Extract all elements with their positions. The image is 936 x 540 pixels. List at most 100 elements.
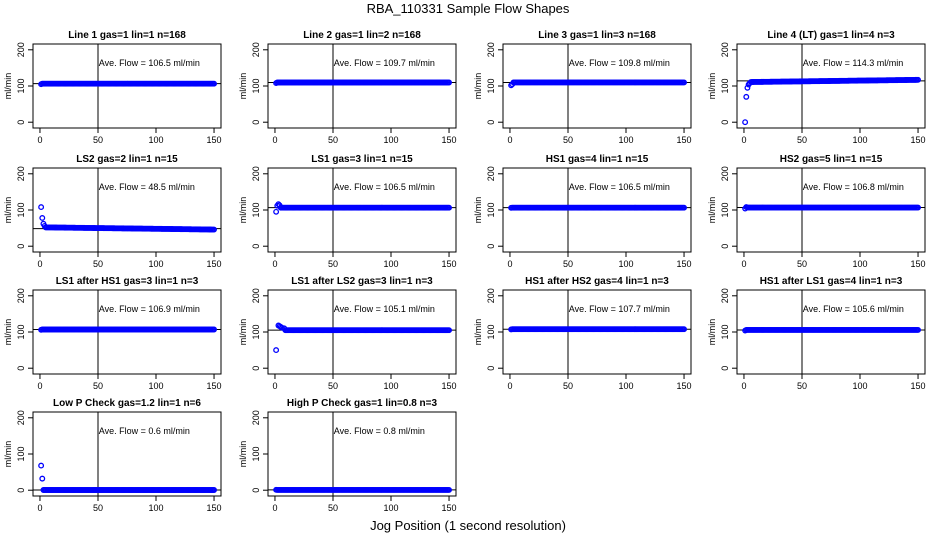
y-tick-label: 0 (16, 120, 26, 125)
panel-title: HS1 after LS1 gas=4 lin=1 n=3 (760, 276, 903, 287)
panel-11: HS1 after HS2 gas=4 lin=1 n=3 0 50 100 150 0 1… (473, 276, 692, 391)
y-axis-label: ml/min (473, 319, 483, 346)
x-tick-label: 100 (383, 259, 398, 269)
y-tick-label: 0 (16, 366, 26, 371)
average-flow-annotation: Ave. Flow = 109.7 ml/min (334, 58, 435, 68)
data-point (211, 226, 217, 233)
x-tick-label: 0 (37, 503, 42, 513)
y-tick-label: 100 (251, 446, 261, 461)
data-points (273, 201, 452, 215)
y-axis-label: ml/min (3, 441, 13, 468)
x-tick-label: 0 (741, 135, 746, 145)
data-point (211, 487, 217, 493)
y-tick-label: 100 (720, 202, 730, 217)
average-flow-annotation: Ave. Flow = 105.1 ml/min (334, 304, 435, 314)
x-tick-label: 0 (272, 259, 277, 269)
data-point (446, 486, 452, 493)
y-tick-label: 200 (486, 166, 496, 181)
average-flow-annotation: Ave. Flow = 105.6 ml/min (803, 304, 904, 314)
data-point (446, 204, 452, 211)
y-tick-label: 0 (251, 244, 261, 249)
panel-title: Low P Check gas=1.2 lin=1 n=6 (53, 398, 201, 409)
y-tick-label: 200 (251, 288, 261, 303)
x-tick-label: 150 (677, 259, 692, 269)
panel-title: LS1 after HS1 gas=3 lin=1 n=3 (56, 276, 199, 287)
data-points (273, 322, 452, 354)
data-points (742, 76, 921, 126)
data-points (38, 204, 217, 233)
data-point (273, 347, 280, 354)
y-tick-label: 0 (720, 120, 730, 125)
y-axis-label: ml/min (707, 73, 717, 100)
x-tick-label: 0 (37, 135, 42, 145)
x-tick-label: 150 (442, 381, 457, 391)
x-tick-label: 50 (93, 503, 103, 513)
x-tick-label: 150 (207, 259, 222, 269)
plot-frame (267, 411, 457, 497)
x-tick-label: 100 (852, 259, 867, 269)
average-flow-annotation: Ave. Flow = 106.5 ml/min (334, 182, 435, 192)
x-tick-label: 50 (563, 259, 573, 269)
x-tick-label: 0 (272, 135, 277, 145)
x-tick-label: 0 (37, 259, 42, 269)
y-tick-label: 100 (486, 324, 496, 339)
y-tick-label: 0 (251, 366, 261, 371)
average-flow-annotation: Ave. Flow = 106.9 ml/min (99, 304, 200, 314)
x-tick-label: 50 (93, 381, 103, 391)
data-points (273, 79, 452, 87)
x-tick-label: 50 (797, 259, 807, 269)
data-point (743, 93, 750, 100)
average-flow-annotation: Ave. Flow = 106.5 ml/min (99, 58, 200, 68)
x-tick-label: 100 (618, 135, 633, 145)
average-flow-annotation: Ave. Flow = 106.5 ml/min (569, 182, 670, 192)
x-tick-label: 100 (148, 503, 163, 513)
data-points (38, 462, 217, 493)
panel-title: High P Check gas=1 lin=0.8 n=3 (287, 398, 438, 409)
y-tick-label: 200 (16, 288, 26, 303)
panel-12: HS1 after LS1 gas=4 lin=1 n=3 0 50 100 150 0 1… (707, 276, 926, 391)
y-axis-label: ml/min (3, 319, 13, 346)
panel-3: Line 3 gas=1 lin=3 n=168 0 50 100 150 0 100 200… (473, 30, 692, 145)
x-tick-label: 0 (37, 381, 42, 391)
panel-8: HS2 gas=5 lin=1 n=15 0 50 100 150 0 100 200 ml/m… (707, 154, 926, 269)
data-points (508, 326, 687, 333)
y-tick-label: 0 (720, 366, 730, 371)
x-tick-label: 50 (563, 381, 573, 391)
y-tick-label: 100 (251, 324, 261, 339)
average-flow-annotation: Ave. Flow = 107.7 ml/min (569, 304, 670, 314)
x-tick-label: 150 (442, 259, 457, 269)
x-tick-label: 150 (911, 381, 926, 391)
data-point (38, 204, 45, 211)
x-tick-label: 100 (852, 381, 867, 391)
data-points (38, 326, 217, 333)
x-tick-label: 150 (442, 135, 457, 145)
y-axis-label: ml/min (473, 197, 483, 224)
y-tick-label: 100 (720, 324, 730, 339)
y-tick-label: 200 (720, 42, 730, 57)
panel-title: HS1 gas=4 lin=1 n=15 (546, 154, 649, 165)
data-points (508, 204, 687, 211)
data-point (211, 80, 217, 87)
data-point (915, 76, 921, 83)
y-axis-label: ml/min (3, 197, 13, 224)
y-axis-label: ml/min (3, 73, 13, 100)
x-tick-label: 50 (328, 135, 338, 145)
x-tick-label: 100 (852, 135, 867, 145)
y-axis-label: ml/min (238, 73, 248, 100)
panel-1: Line 1 gas=1 lin=1 n=168 0 50 100 150 0 100 200… (3, 30, 222, 145)
y-axis-label: ml/min (238, 197, 248, 224)
data-points (508, 79, 687, 89)
x-tick-label: 50 (563, 135, 573, 145)
x-tick-label: 100 (148, 135, 163, 145)
x-tick-label: 0 (741, 381, 746, 391)
y-tick-label: 200 (251, 166, 261, 181)
y-tick-label: 0 (251, 120, 261, 125)
y-tick-label: 200 (16, 166, 26, 181)
x-tick-label: 0 (507, 259, 512, 269)
average-flow-annotation: Ave. Flow = 0.8 ml/min (334, 426, 425, 436)
data-point (742, 119, 749, 126)
x-tick-label: 100 (383, 135, 398, 145)
x-tick-label: 150 (207, 381, 222, 391)
